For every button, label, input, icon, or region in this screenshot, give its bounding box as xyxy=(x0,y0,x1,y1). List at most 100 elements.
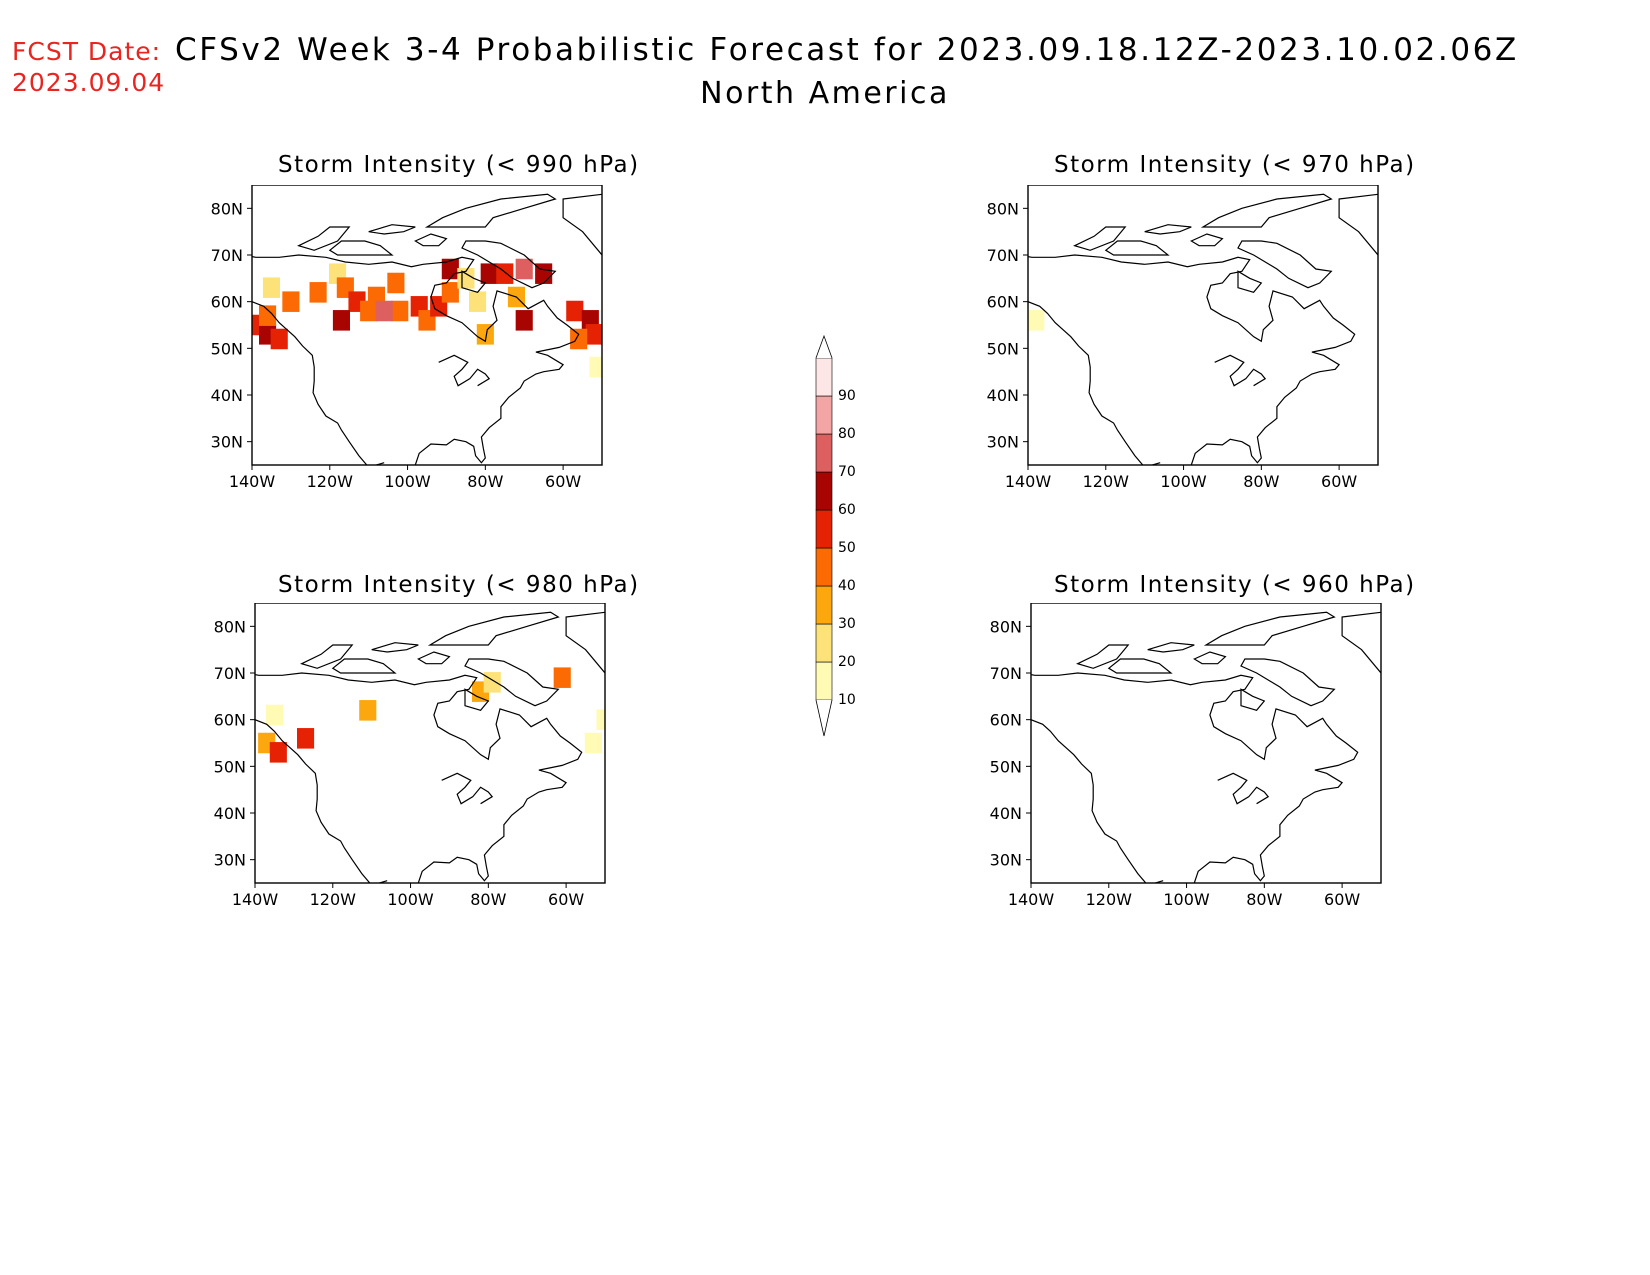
lon-tick-label: 60W xyxy=(545,472,581,491)
lon-tick-label: 120W xyxy=(1086,890,1133,909)
map-frame xyxy=(1027,185,1379,466)
coastline xyxy=(1240,658,1336,707)
lon-tick-label: 120W xyxy=(307,472,354,491)
colorbar: 10 20 30 40 50 60 70 80 90 xyxy=(815,334,856,737)
probability-cell xyxy=(359,700,377,721)
coastline xyxy=(331,658,397,674)
coastline xyxy=(562,193,602,256)
probability-cell xyxy=(480,263,498,284)
colorbar-segment xyxy=(815,395,833,435)
colorbar-label: 80 xyxy=(838,426,856,442)
coastline xyxy=(1237,240,1333,289)
map-970: 80N 70N 60N 50N 40N 30N 140W 120W 100W 80W 60W xyxy=(987,185,1379,491)
coastline xyxy=(1193,651,1227,665)
coastline xyxy=(1200,193,1333,228)
panel-title: Storm Intensity (< 960 hPa) xyxy=(1054,572,1416,598)
coastline xyxy=(297,226,351,251)
coastline xyxy=(1104,240,1170,256)
lat-tick-label: 80N xyxy=(211,199,243,218)
probability-cell xyxy=(553,667,571,688)
coastline xyxy=(368,224,416,235)
lat-tick-label: 80N xyxy=(987,199,1019,218)
fcst-date: 2023.09.04 xyxy=(12,68,166,97)
lat-tick-label: 40N xyxy=(211,386,243,405)
lat-tick-label: 30N xyxy=(990,851,1022,870)
lat-tick-label: 70N xyxy=(211,246,243,265)
probability-cell xyxy=(391,300,409,322)
colorbar-label: 40 xyxy=(838,578,856,594)
panel-title: Storm Intensity (< 990 hPa) xyxy=(278,152,640,178)
lat-tick-label: 60N xyxy=(990,711,1022,730)
coastline xyxy=(461,270,487,293)
coastline xyxy=(1031,672,1359,883)
coastline xyxy=(427,611,560,646)
coastline xyxy=(1031,719,1164,883)
map-990: 80N 70N 60N 50N 40N 30N 140W 120W 100W 80W 60W xyxy=(211,185,603,491)
coastline xyxy=(464,658,560,707)
lat-tick-label: 80N xyxy=(990,617,1022,636)
probability-cell xyxy=(469,291,487,312)
probability-cell xyxy=(515,310,533,331)
region-title: North America xyxy=(700,76,950,111)
colorbar-label: 60 xyxy=(838,502,856,518)
lat-tick-label: 30N xyxy=(987,433,1019,452)
colorbar-segment xyxy=(815,357,833,397)
lon-tick-label: 60W xyxy=(548,890,584,909)
coastline xyxy=(464,688,490,711)
lat-tick-label: 70N xyxy=(987,246,1019,265)
probability-cell xyxy=(566,300,584,322)
lon-tick-label: 100W xyxy=(1160,472,1207,491)
probability-cell xyxy=(483,672,501,693)
coastline xyxy=(1338,193,1378,256)
coastline xyxy=(1107,658,1173,674)
lon-tick-label: 80W xyxy=(470,890,506,909)
map-frame xyxy=(1030,603,1382,884)
colorbar-label: 30 xyxy=(838,616,856,632)
probability-cell xyxy=(259,305,277,326)
coastline xyxy=(1190,233,1224,247)
map-frame xyxy=(254,603,606,884)
lat-tick-label: 40N xyxy=(987,386,1019,405)
colorbar-segment xyxy=(815,661,833,701)
probability-cell xyxy=(596,709,605,730)
page-title: CFSv2 Week 3-4 Probabilistic Forecast fo… xyxy=(175,32,1519,68)
lat-tick-label: 60N xyxy=(987,293,1019,312)
probability-cell xyxy=(570,328,588,350)
probability-cell xyxy=(282,291,300,312)
lat-tick-label: 30N xyxy=(211,433,243,452)
coastline xyxy=(255,719,388,883)
coastline xyxy=(1217,772,1270,805)
coastline xyxy=(252,254,580,465)
probability-cell xyxy=(1028,310,1045,331)
coastline xyxy=(255,672,583,883)
coastline xyxy=(1341,611,1381,674)
probability-cell xyxy=(269,742,287,763)
probability-cell xyxy=(476,324,494,345)
lat-tick-label: 50N xyxy=(214,757,246,776)
map-body xyxy=(255,611,605,883)
lon-tick-label: 100W xyxy=(387,890,434,909)
map-body xyxy=(1031,611,1381,883)
coastline xyxy=(300,644,354,669)
lat-tick-label: 50N xyxy=(987,339,1019,358)
lat-tick-label: 30N xyxy=(214,851,246,870)
coastline xyxy=(417,651,451,665)
probability-cell xyxy=(515,258,533,280)
lon-tick-label: 140W xyxy=(229,472,276,491)
lat-tick-label: 60N xyxy=(214,711,246,730)
lat-tick-label: 50N xyxy=(990,757,1022,776)
probability-cell xyxy=(496,263,514,284)
probability-cell xyxy=(332,310,350,331)
lon-tick-label: 100W xyxy=(1163,890,1210,909)
colorbar-top-arrow xyxy=(815,334,833,359)
probability-cell xyxy=(265,704,283,726)
lon-tick-label: 140W xyxy=(1008,890,1055,909)
lat-tick-label: 70N xyxy=(990,664,1022,683)
probability-cell xyxy=(589,356,602,378)
probability-cell xyxy=(262,277,280,298)
fcst-label: FCST Date: xyxy=(12,37,162,66)
coastline xyxy=(252,301,385,465)
map-body xyxy=(252,193,602,465)
map-960: 80N 70N 60N 50N 40N 30N 140W 120W 100W 80W 60W xyxy=(990,603,1382,909)
colorbar-bottom-arrow xyxy=(815,699,833,737)
